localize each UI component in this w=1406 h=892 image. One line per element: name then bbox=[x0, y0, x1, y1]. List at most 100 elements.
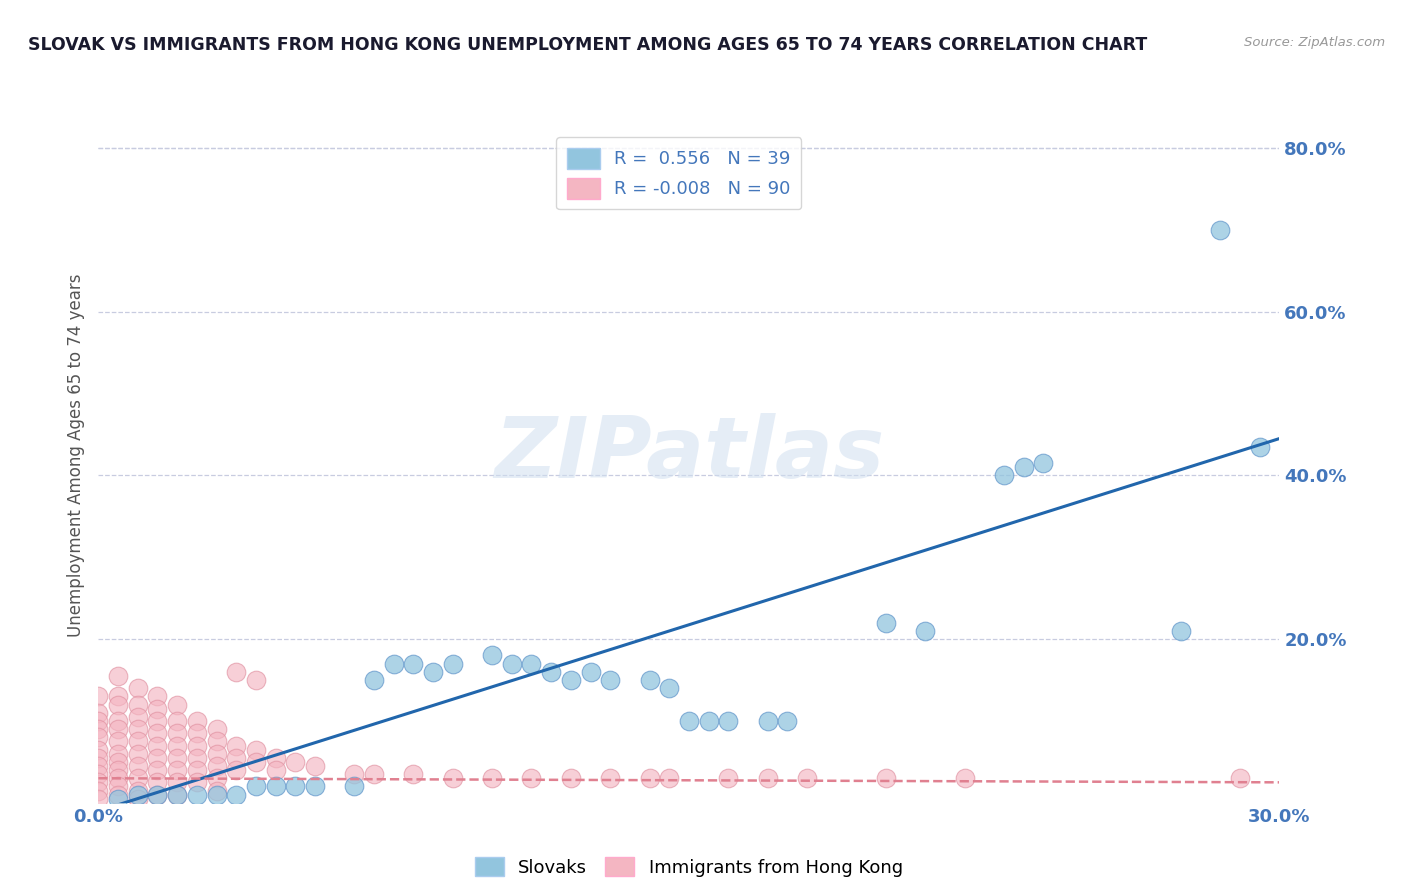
Point bbox=[205, 788, 228, 802]
Point bbox=[658, 681, 681, 696]
Point bbox=[1170, 624, 1192, 638]
Point bbox=[1012, 460, 1035, 475]
Point bbox=[87, 767, 110, 781]
Point bbox=[796, 771, 818, 785]
Point bbox=[520, 657, 543, 671]
Point bbox=[638, 673, 661, 687]
Point bbox=[87, 722, 110, 736]
Point bbox=[107, 780, 129, 794]
Point bbox=[127, 759, 149, 773]
Point bbox=[127, 747, 149, 761]
Point bbox=[658, 771, 681, 785]
Point bbox=[107, 763, 129, 777]
Point bbox=[245, 673, 267, 687]
Point bbox=[481, 771, 503, 785]
Point bbox=[875, 615, 897, 630]
Point bbox=[107, 734, 129, 748]
Point bbox=[107, 714, 129, 728]
Point bbox=[107, 771, 129, 785]
Point bbox=[756, 714, 779, 728]
Point bbox=[225, 751, 247, 765]
Point bbox=[560, 771, 582, 785]
Point bbox=[914, 624, 936, 638]
Point bbox=[127, 681, 149, 696]
Point bbox=[107, 669, 129, 683]
Point bbox=[441, 657, 464, 671]
Point bbox=[166, 763, 188, 777]
Text: ZIPatlas: ZIPatlas bbox=[494, 413, 884, 497]
Point bbox=[166, 698, 188, 712]
Point bbox=[87, 759, 110, 773]
Point bbox=[422, 665, 444, 679]
Point bbox=[205, 759, 228, 773]
Point bbox=[638, 771, 661, 785]
Point bbox=[87, 731, 110, 745]
Point bbox=[245, 780, 267, 794]
Point bbox=[127, 698, 149, 712]
Point bbox=[599, 771, 621, 785]
Point bbox=[166, 775, 188, 789]
Point bbox=[205, 771, 228, 785]
Point bbox=[1229, 771, 1251, 785]
Point bbox=[205, 747, 228, 761]
Point bbox=[540, 665, 562, 679]
Point bbox=[402, 767, 425, 781]
Point bbox=[87, 690, 110, 704]
Point bbox=[87, 706, 110, 720]
Point bbox=[776, 714, 799, 728]
Point bbox=[127, 710, 149, 724]
Point bbox=[146, 739, 169, 753]
Point bbox=[264, 751, 287, 765]
Point bbox=[579, 665, 602, 679]
Point bbox=[953, 771, 976, 785]
Point bbox=[697, 714, 720, 728]
Point bbox=[520, 771, 543, 785]
Point bbox=[107, 698, 129, 712]
Point bbox=[560, 673, 582, 687]
Point bbox=[225, 763, 247, 777]
Point bbox=[146, 690, 169, 704]
Point bbox=[186, 751, 208, 765]
Point bbox=[87, 742, 110, 756]
Point bbox=[264, 763, 287, 777]
Point bbox=[717, 714, 740, 728]
Point bbox=[127, 791, 149, 805]
Point bbox=[186, 775, 208, 789]
Point bbox=[107, 788, 129, 802]
Point bbox=[146, 788, 169, 802]
Point bbox=[205, 722, 228, 736]
Point bbox=[186, 726, 208, 740]
Point bbox=[225, 739, 247, 753]
Point bbox=[304, 759, 326, 773]
Point bbox=[756, 771, 779, 785]
Point bbox=[166, 739, 188, 753]
Point bbox=[245, 755, 267, 769]
Point bbox=[127, 788, 149, 802]
Point bbox=[481, 648, 503, 663]
Point bbox=[127, 783, 149, 797]
Point bbox=[87, 751, 110, 765]
Point bbox=[107, 791, 129, 805]
Point bbox=[225, 788, 247, 802]
Point bbox=[87, 775, 110, 789]
Point bbox=[205, 783, 228, 797]
Point bbox=[363, 673, 385, 687]
Point bbox=[1249, 440, 1271, 454]
Point bbox=[107, 747, 129, 761]
Point bbox=[501, 657, 523, 671]
Point bbox=[343, 780, 366, 794]
Point bbox=[87, 791, 110, 805]
Point bbox=[186, 763, 208, 777]
Point bbox=[1209, 223, 1232, 237]
Point bbox=[146, 701, 169, 715]
Point bbox=[441, 771, 464, 785]
Point bbox=[304, 780, 326, 794]
Point bbox=[284, 755, 307, 769]
Point bbox=[127, 734, 149, 748]
Point bbox=[993, 468, 1015, 483]
Legend: Slovaks, Immigrants from Hong Kong: Slovaks, Immigrants from Hong Kong bbox=[468, 850, 910, 884]
Point bbox=[284, 780, 307, 794]
Text: SLOVAK VS IMMIGRANTS FROM HONG KONG UNEMPLOYMENT AMONG AGES 65 TO 74 YEARS CORRE: SLOVAK VS IMMIGRANTS FROM HONG KONG UNEM… bbox=[28, 36, 1147, 54]
Point bbox=[166, 788, 188, 802]
Point bbox=[146, 775, 169, 789]
